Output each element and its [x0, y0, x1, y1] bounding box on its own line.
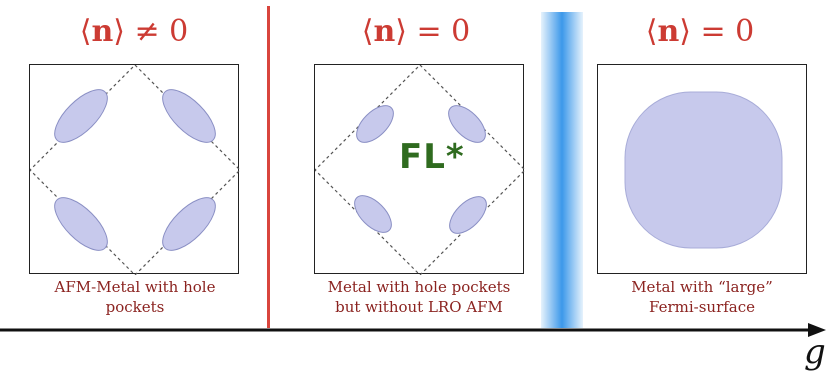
heading-relation: ⟩ ≠ 0	[113, 14, 189, 49]
caption-line: AFM-Metal with hole	[54, 278, 216, 296]
heading-open-bracket: ⟨	[361, 14, 374, 49]
magnetic-zone-boundary	[315, 65, 525, 275]
axis-label: g	[804, 332, 826, 372]
panel-2-caption: Metal with hole pockets but without LRO …	[299, 277, 539, 317]
axis-arrow-icon	[808, 323, 826, 337]
panel-fl-star: FL*	[314, 64, 525, 275]
phase-transition-line	[267, 6, 270, 328]
heading-symbol: n	[373, 14, 396, 49]
heading-open-bracket: ⟨	[79, 14, 92, 49]
heading-symbol: n	[91, 14, 114, 49]
hole-pocket	[448, 105, 486, 143]
hole-pocket	[449, 196, 487, 234]
panel-3-caption: Metal with “large” Fermi-surface	[582, 277, 822, 317]
caption-line: pockets	[105, 298, 165, 316]
brillouin-zone-diagram	[315, 65, 525, 275]
hole-pocket	[162, 89, 216, 143]
heading-open-bracket: ⟨	[645, 14, 658, 49]
large-fermi-surface	[624, 91, 783, 249]
caption-line: but without LRO AFM	[335, 298, 503, 316]
caption-line: Metal with hole pockets	[327, 278, 511, 296]
hole-pocket	[54, 197, 108, 251]
hole-pocket	[354, 195, 392, 233]
panel-2-heading: ⟨n⟩ = 0	[306, 12, 526, 52]
fl-star-label: FL*	[399, 137, 465, 177]
panel-1-caption: AFM-Metal with hole pockets	[15, 277, 255, 317]
heading-relation: ⟩ = 0	[679, 14, 755, 49]
heading-relation: ⟩ = 0	[395, 14, 471, 49]
fermi-surface-diagram	[624, 91, 783, 249]
hole-pocket	[356, 105, 394, 143]
panel-1-heading: ⟨n⟩ ≠ 0	[24, 12, 244, 52]
panel-3-heading: ⟨n⟩ = 0	[590, 12, 810, 52]
coupling-axis	[0, 323, 826, 337]
hole-pocket	[162, 197, 216, 251]
caption-line: Metal with “large”	[631, 278, 773, 296]
heading-symbol: n	[657, 14, 680, 49]
panel-large-fermi-surface	[597, 64, 807, 274]
crossover-band	[541, 12, 583, 328]
panel-afm-metal	[29, 64, 240, 275]
caption-line: Fermi-surface	[648, 298, 756, 316]
hole-pocket	[54, 89, 108, 143]
magnetic-zone-boundary	[30, 65, 240, 275]
brillouin-zone-diagram	[30, 65, 240, 275]
